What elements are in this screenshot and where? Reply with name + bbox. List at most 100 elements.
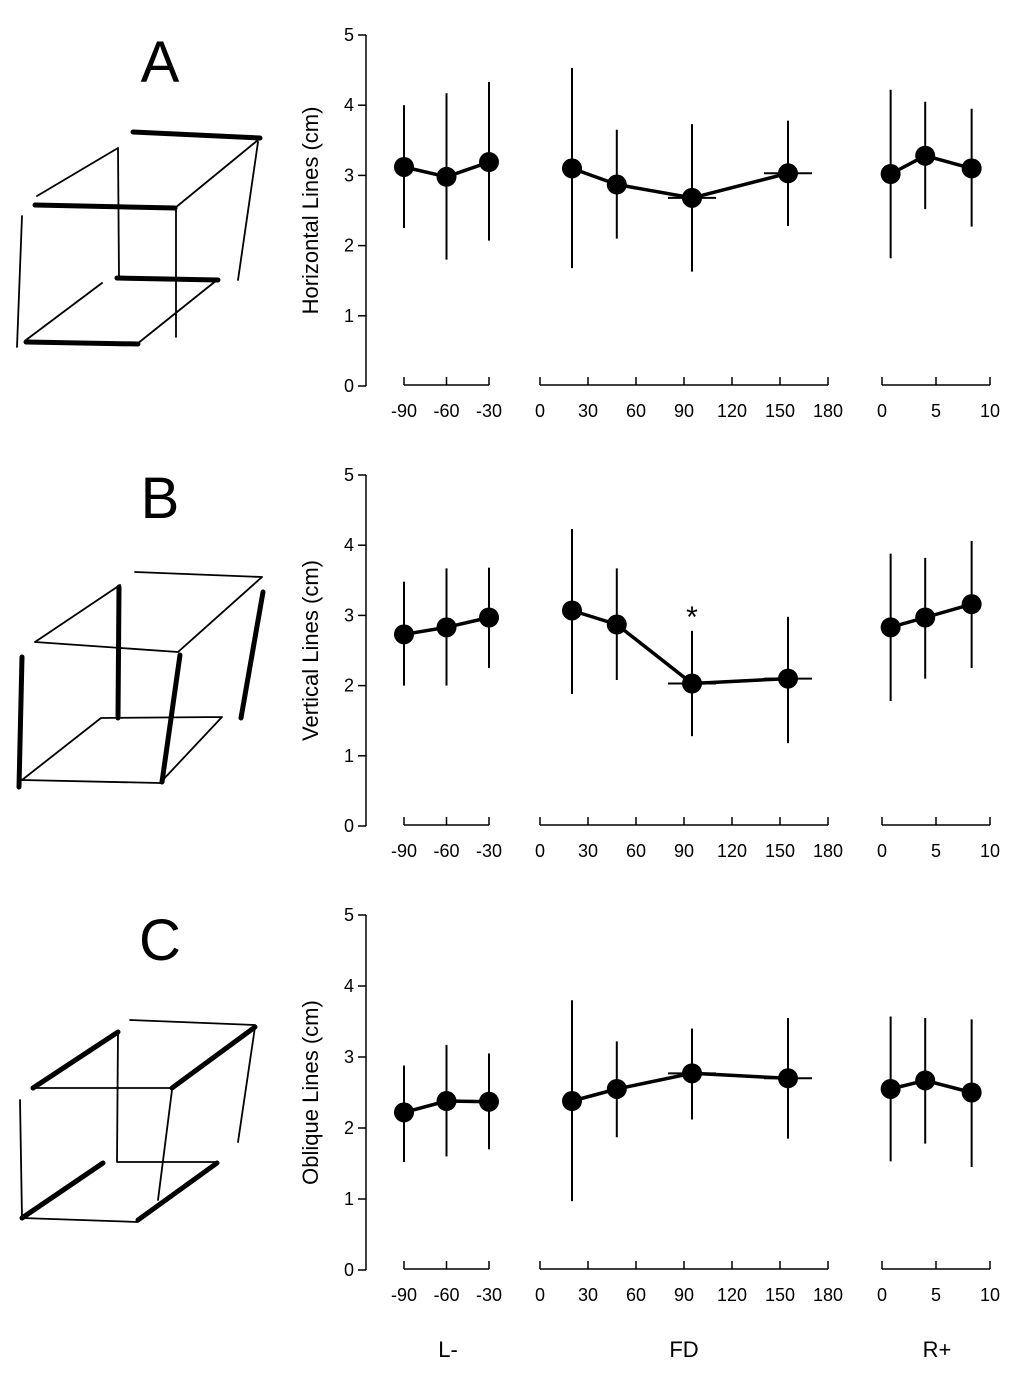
y-tick-label-b-2: 2 bbox=[344, 676, 354, 696]
cube-drawing-a bbox=[16, 129, 263, 348]
x-tick-label-c-0-1: -60 bbox=[433, 1285, 459, 1305]
x-tick-label-b-0-2: -30 bbox=[476, 841, 502, 861]
x-tick-label-b-2-0: 0 bbox=[877, 841, 887, 861]
cube-drawing-b bbox=[16, 571, 266, 790]
x-tick-label-a-1-4: 120 bbox=[717, 401, 747, 421]
x-tick-label-b-0-1: -60 bbox=[433, 841, 459, 861]
cube-a-thin-lines bbox=[16, 139, 259, 348]
y-axis-title-c: Oblique Lines (cm) bbox=[298, 1000, 323, 1185]
data-point-a-1-3 bbox=[778, 163, 798, 184]
x-tick-label-c-1-4: 120 bbox=[717, 1285, 747, 1305]
data-point-a-2-1 bbox=[915, 145, 936, 166]
data-point-b-2-0 bbox=[880, 617, 901, 638]
x-tick-label-c-1-5: 150 bbox=[765, 1285, 795, 1305]
y-tick-label-a-5: 5 bbox=[344, 25, 354, 45]
data-point-a-2-0 bbox=[880, 163, 901, 184]
data-point-b-0-1 bbox=[436, 617, 457, 638]
x-tick-label-a-0-0: -90 bbox=[391, 401, 417, 421]
x-tick-label-b-1-3: 90 bbox=[674, 841, 694, 861]
data-point-a-1-2 bbox=[682, 187, 702, 208]
significance-marker-b: * bbox=[686, 601, 698, 634]
x-tick-label-a-2-2: 10 bbox=[980, 401, 1000, 421]
x-tick-label-c-1-1: 30 bbox=[578, 1285, 598, 1305]
series-line-c-1 bbox=[571, 1071, 789, 1103]
y-tick-label-a-2: 2 bbox=[344, 236, 354, 256]
data-point-b-2-2 bbox=[961, 594, 982, 615]
data-point-a-1-0 bbox=[562, 158, 582, 179]
y-tick-label-c-0: 0 bbox=[344, 1260, 354, 1280]
x-tick-label-a-1-0: 0 bbox=[535, 401, 545, 421]
group-label-r-plus: R+ bbox=[923, 1337, 952, 1362]
data-point-c-1-2 bbox=[682, 1063, 702, 1084]
x-tick-label-a-0-1: -60 bbox=[433, 401, 459, 421]
x-tick-label-b-0-0: -90 bbox=[391, 841, 417, 861]
x-tick-label-c-1-2: 60 bbox=[626, 1285, 646, 1305]
x-tick-label-c-0-2: -30 bbox=[476, 1285, 502, 1305]
group-label-fd: FD bbox=[669, 1337, 698, 1362]
data-point-b-0-2 bbox=[479, 607, 499, 628]
panel-letter-b: B bbox=[141, 466, 180, 531]
cube-drawing-c bbox=[19, 1019, 258, 1223]
x-tick-label-b-1-4: 120 bbox=[717, 841, 747, 861]
data-point-b-1-2 bbox=[682, 673, 702, 694]
chart-panel-c: 0 1 2 3 4 5 Oblique Lines (cm) -90 -60 -30 0 30 60 90… bbox=[298, 905, 1000, 1305]
data-point-c-1-3 bbox=[778, 1068, 798, 1089]
chart-panel-b: 0 1 2 3 4 5 Vertical Lines (cm) -90 -60 -30 0 30 60 9… bbox=[298, 465, 1000, 861]
x-tick-label-b-1-5: 150 bbox=[765, 841, 795, 861]
x-tick-label-b-2-2: 10 bbox=[980, 841, 1000, 861]
x-tick-label-b-1-2: 60 bbox=[626, 841, 646, 861]
cube-b-thin-lines bbox=[21, 571, 263, 784]
x-tick-label-a-1-2: 60 bbox=[626, 401, 646, 421]
x-tick-label-c-2-0: 0 bbox=[877, 1285, 887, 1305]
x-tick-label-c-1-0: 0 bbox=[535, 1285, 545, 1305]
y-tick-label-b-1: 1 bbox=[344, 746, 354, 766]
data-point-c-1-0 bbox=[562, 1091, 582, 1112]
data-point-c-0-1 bbox=[436, 1091, 457, 1112]
y-tick-label-c-1: 1 bbox=[344, 1189, 354, 1209]
data-point-b-1-1 bbox=[606, 614, 627, 635]
x-tick-label-b-1-0: 0 bbox=[535, 841, 545, 861]
x-tick-label-c-1-6: 180 bbox=[813, 1285, 843, 1305]
data-point-b-1-0 bbox=[562, 600, 582, 621]
x-tick-label-a-2-0: 0 bbox=[877, 401, 887, 421]
series-line-b-1 bbox=[571, 608, 789, 686]
y-tick-label-a-4: 4 bbox=[344, 95, 354, 115]
x-tick-label-a-1-6: 180 bbox=[813, 401, 843, 421]
cube-c-thin-lines bbox=[19, 1019, 256, 1223]
cube-b-bold-lines bbox=[16, 584, 266, 790]
x-tick-label-c-2-1: 5 bbox=[931, 1285, 941, 1305]
data-point-a-0-1 bbox=[436, 166, 457, 187]
y-tick-label-a-1: 1 bbox=[344, 306, 354, 326]
chart-panel-a: 0 1 2 3 4 5 Horizontal Lines (cm) -90 -60 -30 0 30 6… bbox=[298, 25, 1000, 421]
data-point-a-2-2 bbox=[961, 158, 982, 179]
y-tick-label-c-4: 4 bbox=[344, 976, 354, 996]
data-point-c-0-0 bbox=[394, 1102, 414, 1123]
x-tick-label-b-2-1: 5 bbox=[931, 841, 941, 861]
data-point-c-1-1 bbox=[606, 1078, 627, 1099]
x-tick-label-c-2-2: 10 bbox=[980, 1285, 1000, 1305]
data-point-c-0-2 bbox=[479, 1091, 499, 1112]
x-tick-label-a-0-2: -30 bbox=[476, 401, 502, 421]
x-tick-label-c-1-3: 90 bbox=[674, 1285, 694, 1305]
cube-a-bold-lines bbox=[23, 129, 263, 347]
x-tick-label-a-1-3: 90 bbox=[674, 401, 694, 421]
data-point-a-0-0 bbox=[394, 156, 414, 177]
y-tick-label-b-4: 4 bbox=[344, 535, 354, 555]
panel-letter-c: C bbox=[139, 908, 181, 973]
y-tick-label-b-0: 0 bbox=[344, 816, 354, 836]
y-tick-label-c-5: 5 bbox=[344, 905, 354, 925]
data-point-b-2-1 bbox=[915, 607, 936, 628]
y-tick-label-a-3: 3 bbox=[344, 165, 354, 185]
data-point-c-2-2 bbox=[961, 1082, 982, 1103]
x-tick-label-c-0-0: -90 bbox=[391, 1285, 417, 1305]
y-tick-label-b-5: 5 bbox=[344, 465, 354, 485]
data-point-a-0-2 bbox=[479, 152, 499, 173]
data-point-c-2-1 bbox=[915, 1070, 936, 1091]
data-point-b-0-0 bbox=[394, 624, 414, 645]
x-tick-label-b-1-6: 180 bbox=[813, 841, 843, 861]
series-line-a-1 bbox=[571, 166, 789, 200]
x-tick-label-b-1-1: 30 bbox=[578, 841, 598, 861]
panel-letter-a: A bbox=[141, 30, 180, 95]
data-point-b-1-3 bbox=[778, 668, 798, 689]
